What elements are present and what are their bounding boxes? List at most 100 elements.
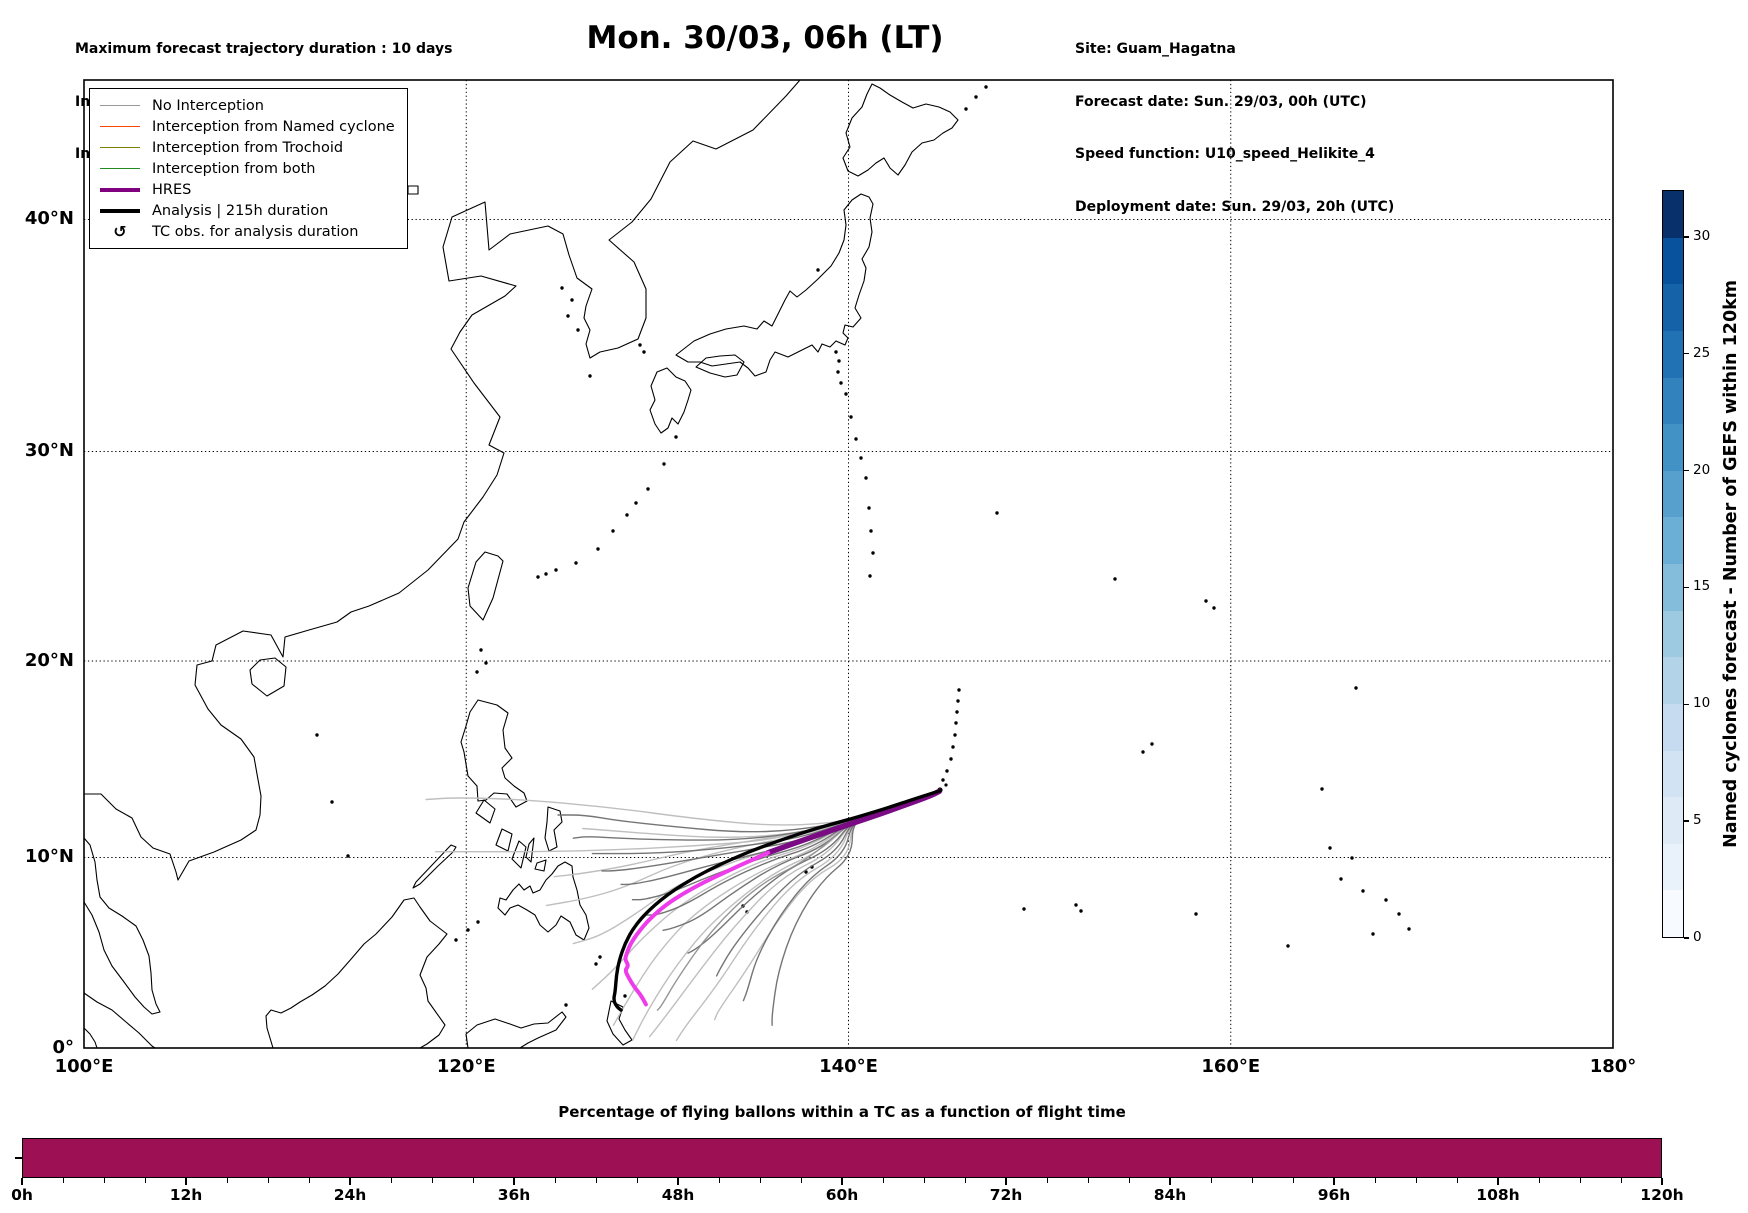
colorbar-tickmark-25 (1684, 352, 1689, 355)
coast-luzon (460, 699, 528, 808)
islet-dot (816, 268, 820, 272)
trajectories (425, 788, 943, 1042)
lat-tick-label-20: 20°N (24, 649, 74, 671)
lat-tick-label-40: 40°N (24, 208, 74, 230)
coast-kyushu (649, 367, 692, 434)
islet-dot (953, 733, 957, 737)
lon-tick-label-160: 160°E (1201, 1056, 1261, 1077)
colorbar-segment (1663, 517, 1683, 564)
legend-item-5: Analysis | 215h duration (100, 200, 395, 221)
time-minor-tick (636, 1178, 638, 1183)
islet-dot (598, 955, 602, 959)
colorbar-tick-label-0: 0 (1693, 929, 1702, 945)
islet-dot (576, 328, 580, 332)
islet-dot (974, 95, 978, 99)
islet-dot (346, 854, 350, 858)
islet-dot (646, 487, 650, 491)
islet-dot (868, 574, 872, 578)
legend-line-swatch (100, 147, 140, 148)
legend-item-6: ↺ TC obs. for analysis duration (100, 221, 395, 242)
analysis-track (612, 789, 942, 1012)
time-tick-label-120h: 120h (1640, 1186, 1684, 1204)
percent-axis-tick (15, 1157, 22, 1159)
islet-dot (315, 733, 319, 737)
islet-dot (854, 437, 858, 441)
colorbar-segment (1663, 750, 1683, 798)
coast-mindoro (475, 799, 496, 824)
islet-dot (955, 710, 959, 714)
gefs-ensemble-track (591, 791, 941, 990)
map-legend: No Interception Interception from Named c… (89, 88, 408, 249)
hres-track-overlap (765, 788, 943, 856)
gefs-ensemble-track (572, 791, 941, 841)
time-minor-tick (964, 1178, 966, 1183)
islet-dot (945, 769, 949, 773)
time-major-tick-48h (677, 1178, 679, 1185)
islet-dot (596, 547, 600, 551)
map-gridlines (84, 80, 1613, 1048)
time-tick-label-84h: 84h (1153, 1186, 1187, 1204)
time-minor-tick (882, 1178, 884, 1183)
colorbar-title: Named cyclones forecast - Number of GEFS… (1721, 280, 1741, 848)
gefs-ensemble-track (771, 791, 941, 1026)
islet-dot (1204, 599, 1208, 603)
legend-line-swatch (100, 168, 140, 169)
time-minor-tick (1292, 1178, 1294, 1183)
balloon-percentage-bar (22, 1138, 1662, 1178)
islet-dot (839, 381, 843, 385)
lat-tick-label-0: 0° (52, 1037, 74, 1058)
colorbar-segment (1663, 377, 1683, 425)
time-major-tick-12h (185, 1178, 187, 1185)
legend-item-label: Interception from Named cyclone (152, 118, 395, 135)
time-major-tick-84h (1169, 1178, 1171, 1185)
legend-item-label: No Interception (152, 97, 264, 114)
time-minor-tick (1456, 1178, 1458, 1183)
coast-sulawesi (465, 1011, 567, 1049)
legend-item-label: Interception from both (152, 160, 316, 177)
legend-item-label: TC obs. for analysis duration (152, 223, 359, 240)
forecast-date-line: Forecast date: Sun. 29/03, 00h (UTC) (1075, 93, 1367, 110)
time-minor-tick (267, 1178, 269, 1183)
islet-dot (836, 370, 840, 374)
islet-dot (951, 745, 955, 749)
time-major-tick-108h (1497, 1178, 1499, 1185)
time-minor-tick (308, 1178, 310, 1183)
islet-dot (837, 359, 841, 363)
rota-island (944, 783, 948, 787)
time-minor-tick (923, 1178, 925, 1183)
coast-shikoku (695, 354, 745, 378)
time-minor-tick (1538, 1178, 1540, 1183)
lon-tick-label-100: 100°E (54, 1056, 114, 1077)
islet-dot (554, 568, 558, 572)
colorbar-segment (1663, 424, 1683, 471)
islet-dot (954, 721, 958, 725)
tc-obs-symbol-icon: ↺ (113, 221, 127, 241)
islet-dot (849, 415, 853, 419)
lake-outline (407, 185, 419, 195)
legend-line-swatch (100, 126, 140, 127)
time-minor-tick (718, 1178, 720, 1183)
time-tick-label-60h: 60h (825, 1186, 859, 1204)
islet-dot (1141, 750, 1145, 754)
islet-dot (871, 551, 875, 555)
coast-sumatra (83, 992, 156, 1049)
coast-honshu (675, 193, 874, 377)
islet-dot (642, 350, 646, 354)
islet-dot (859, 456, 863, 460)
islet-dot (949, 757, 953, 761)
colorbar-segment (1663, 610, 1683, 658)
lon-tick-label-180: 180° (1589, 1056, 1637, 1077)
time-minor-tick (1087, 1178, 1089, 1183)
islet-dot (330, 800, 334, 804)
coast-hokkaido (842, 83, 959, 177)
islet-dot (634, 501, 638, 505)
time-tick-label-0h: 0h (11, 1186, 33, 1204)
islet-dot (484, 661, 488, 665)
time-minor-tick (1046, 1178, 1048, 1183)
islet-dot (844, 392, 848, 396)
islet-dot (476, 920, 480, 924)
islet-dot (869, 529, 873, 533)
islet-dot (594, 962, 598, 966)
islet-dot (957, 688, 961, 692)
time-tick-label-36h: 36h (497, 1186, 531, 1204)
